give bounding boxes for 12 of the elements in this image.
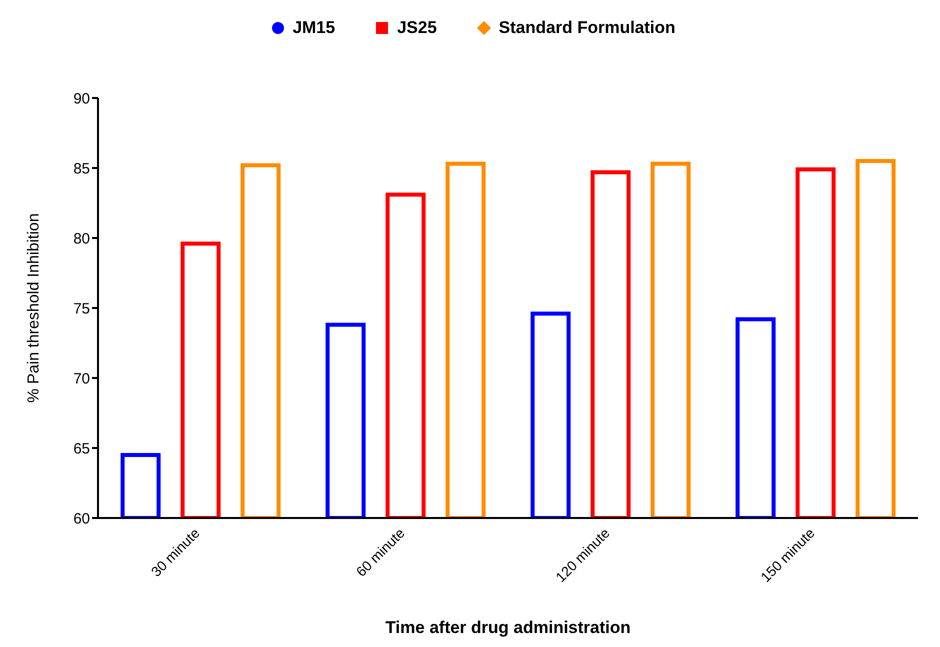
y-tick-label: 60 [73, 510, 90, 528]
y-tick-label: 85 [73, 160, 90, 178]
y-tick-label: 75 [73, 300, 90, 318]
legend-label: JM15 [292, 18, 336, 38]
y-tick-label: 90 [73, 90, 90, 108]
x-axis-title: Time after drug administration [385, 618, 631, 637]
y-axis-title: % Pain threshold Inhibition [26, 213, 43, 403]
legend-label: Standard Formulation [498, 18, 676, 38]
y-tick-label: 70 [73, 370, 90, 388]
y-tick-label: 80 [73, 230, 90, 248]
y-tick-label: 65 [73, 440, 90, 458]
legend-label: JS25 [397, 18, 437, 38]
